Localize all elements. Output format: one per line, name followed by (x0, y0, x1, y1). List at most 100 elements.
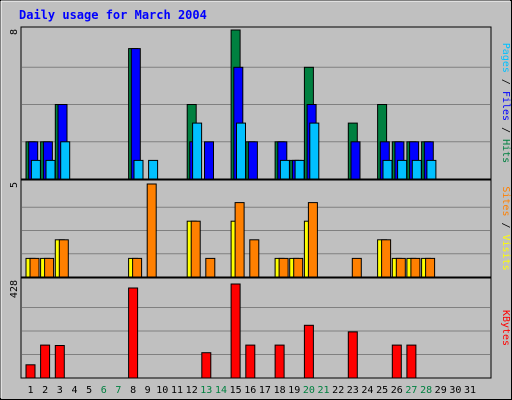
legend-segment: Files (500, 91, 511, 121)
legend-segment: Visits (500, 235, 511, 271)
bar-sites-day-3 (58, 239, 69, 278)
bar-pages-day-1 (30, 159, 41, 180)
legend-segment: KBytes (500, 310, 511, 346)
bar-kbytes-day-20 (303, 324, 314, 379)
series-legend-labels: Pages / Files / Hits Sites / Visits KBytes (500, 43, 511, 346)
legend-segment: / (500, 216, 511, 234)
bar-kbytes-day-16 (245, 344, 256, 379)
x-tick-label-day-21: 21 (317, 385, 329, 396)
bar-sites-day-27 (410, 257, 421, 278)
x-tick-label-day-17: 17 (259, 385, 271, 396)
series-pages (30, 122, 437, 180)
bar-sites-day-19 (293, 257, 304, 278)
bar-pages-day-19 (294, 159, 305, 180)
x-tick-label-day-30: 30 (449, 385, 461, 396)
y-labels: 8 5 428 (9, 29, 20, 298)
bar-files-day-13 (204, 141, 214, 180)
bar-sites-day-12 (190, 220, 201, 278)
panel-kbytes (20, 277, 492, 379)
bar-sites-day-18 (278, 257, 289, 278)
panel-background (20, 277, 492, 379)
panels-layer (20, 26, 492, 379)
x-tick-label-day-20: 20 (303, 385, 315, 396)
bar-files-day-8 (130, 48, 141, 180)
legend-segment: Hits (500, 139, 511, 163)
x-tick-label-day-8: 8 (130, 385, 136, 396)
bar-kbytes-day-18 (274, 344, 285, 379)
bar-kbytes-day-2 (40, 344, 51, 379)
x-tick-label-day-16: 16 (244, 385, 256, 396)
bar-pages-day-25 (382, 159, 393, 180)
bar-sites-day-25 (381, 239, 392, 278)
x-tick-label-day-23: 23 (347, 385, 359, 396)
bar-kbytes-day-23 (347, 331, 358, 379)
x-axis-labels: 1 2 3 4 5 6 7 8 9 10 11 12 13 14 15 16 17 18 19 20 21 22 23 24 2… (27, 385, 476, 396)
bar-kbytes-day-27 (406, 344, 417, 379)
legend-kbytes: KBytes (500, 310, 511, 346)
series-kbytes (25, 283, 417, 379)
bar-kbytes-day-13 (201, 352, 212, 379)
bar-kbytes-day-3 (54, 345, 65, 379)
x-tick-label-day-18: 18 (274, 385, 286, 396)
x-tick-label-day-25: 25 (376, 385, 388, 396)
bar-files-day-16 (247, 141, 258, 180)
bar-kbytes-day-26 (391, 344, 402, 379)
bar-sites-day-16 (249, 239, 260, 278)
x-tick-label-day-15: 15 (230, 385, 242, 396)
x-tick-label-day-28: 28 (420, 385, 432, 396)
series-sites (29, 183, 436, 278)
bar-files-day-23 (350, 141, 361, 180)
x-tick-label-day-5: 5 (86, 385, 92, 396)
y-max-label: 5 (9, 182, 20, 188)
x-tick-label-day-1: 1 (27, 385, 33, 396)
chart-title: Daily usage for March 2004 (19, 8, 207, 22)
bar-sites-day-13 (205, 257, 216, 278)
bar-pages-day-18 (279, 159, 290, 180)
x-tick-label-day-31: 31 (464, 385, 476, 396)
bar-sites-day-23 (351, 257, 362, 278)
bar-pages-day-3 (60, 141, 71, 180)
x-tick-label-day-7: 7 (115, 385, 121, 396)
bar-pages-day-9 (148, 159, 159, 180)
x-tick-label-day-13: 13 (200, 385, 212, 396)
legend-segment: / (500, 121, 511, 139)
bar-pages-day-26 (397, 159, 408, 180)
x-tick-label-day-10: 10 (156, 385, 168, 396)
bar-kbytes-day-1 (25, 364, 36, 379)
bar-pages-day-27 (411, 159, 422, 180)
bar-pages-day-20 (309, 122, 320, 180)
bar-pages-day-12 (192, 122, 203, 180)
legend-visits-sites: Sites / Visits (500, 186, 511, 270)
x-tick-label-day-22: 22 (332, 385, 344, 396)
bar-sites-day-28 (425, 257, 436, 278)
bar-pages-day-8 (133, 159, 144, 180)
bar-sites-day-8 (132, 257, 143, 278)
x-tick-label-day-14: 14 (215, 385, 227, 396)
x-tick-label-day-9: 9 (145, 385, 151, 396)
legend-hits-files-pages: Pages / Files / Hits (500, 43, 511, 163)
x-tick-label-day-2: 2 (42, 385, 48, 396)
x-tick-label-day-3: 3 (57, 385, 63, 396)
y-max-label: 8 (9, 29, 20, 35)
y-max-label: 428 (9, 280, 20, 298)
bar-sites-day-15 (234, 202, 245, 278)
legend-segment: Sites (500, 186, 511, 216)
bar-sites-day-20 (307, 202, 318, 278)
legend-segment: / (500, 73, 511, 91)
bar-pages-day-2 (45, 159, 56, 180)
x-tick-label-day-29: 29 (435, 385, 447, 396)
bars-layer (25, 29, 437, 379)
x-tick-label-day-4: 4 (71, 385, 77, 396)
legend-segment: Pages (500, 43, 511, 73)
bar-sites-day-26 (395, 257, 406, 278)
bar-sites-day-2 (44, 257, 55, 278)
x-tick-label-day-6: 6 (101, 385, 107, 396)
x-tick-label-day-12: 12 (186, 385, 198, 396)
bar-kbytes-day-8 (128, 287, 139, 379)
bar-pages-day-15 (236, 122, 246, 180)
x-tick-label-day-27: 27 (405, 385, 417, 396)
x-tick-label-day-19: 19 (288, 385, 300, 396)
bar-pages-day-28 (426, 159, 437, 180)
x-tick-label-day-26: 26 (391, 385, 403, 396)
